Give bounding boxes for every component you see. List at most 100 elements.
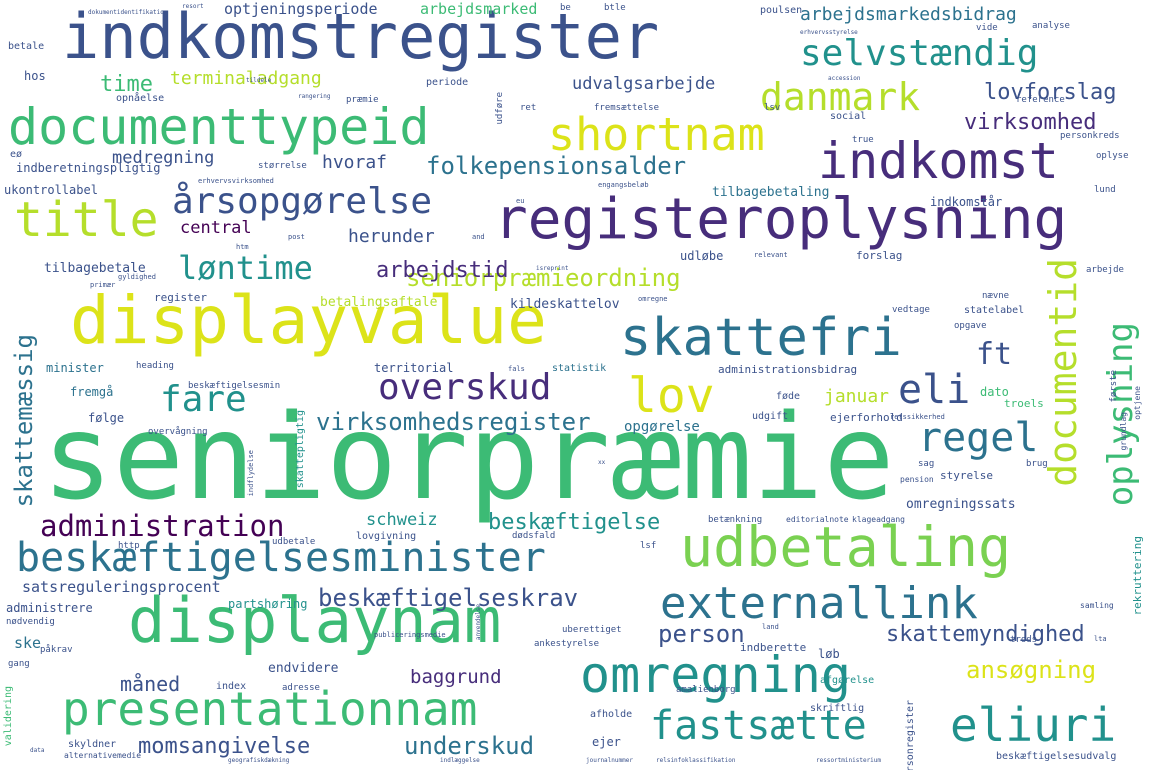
- word-xx: xx: [598, 459, 606, 466]
- word-retssikkerhed: retssikkerhed: [890, 413, 945, 421]
- word-danmark: danmark: [760, 75, 921, 119]
- word-gang: gang: [8, 659, 30, 669]
- word-udlobe: udløbe: [680, 249, 724, 263]
- word-praemie: præmie: [346, 95, 379, 105]
- word-optjene: optjene: [1133, 386, 1142, 420]
- word-betalingsaftale: betalingsaftale: [320, 295, 438, 310]
- word-ske: ske: [14, 634, 42, 652]
- word-betale: betale: [8, 41, 45, 52]
- word-underskud: underskud: [404, 732, 535, 760]
- word-klageadgang: klageadgang: [852, 515, 905, 524]
- word-personregister: personregister: [905, 700, 916, 770]
- word-ressortministerium: ressortministerium: [816, 757, 882, 764]
- word-kildeskattelov: kildeskattelov: [510, 297, 620, 312]
- word-administrationsbidrag: administrationsbidrag: [718, 363, 858, 376]
- word-udvalgsarbejde: udvalgsarbejde: [572, 74, 716, 94]
- word-true: true: [852, 135, 874, 145]
- word-person: person: [658, 620, 745, 648]
- word-rangering: rangering: [298, 93, 331, 100]
- word-social: social: [830, 111, 867, 122]
- word-udgift: udgift: [752, 411, 789, 422]
- word-administration: administration: [40, 509, 285, 543]
- word-personkreds: personkreds: [1060, 131, 1120, 141]
- word-htm: htm: [236, 243, 249, 251]
- word-be: be: [560, 3, 571, 13]
- word-overskud: overskud: [378, 367, 552, 408]
- word-regel: regel: [918, 415, 1039, 461]
- word-momsangivelse: momsangivelse: [138, 734, 311, 759]
- word-styrelse: styrelse: [940, 469, 993, 482]
- word-btle: btle: [604, 3, 626, 13]
- word-ejerforhold: ejerforhold: [830, 411, 903, 424]
- word-ejer: ejer: [592, 735, 621, 749]
- word-ansogning: ansøgning: [966, 656, 1097, 684]
- word-beskaeftigelse: beskæftigelse: [488, 510, 661, 535]
- word-omregningssats: omregningssats: [906, 497, 1016, 512]
- word-beskaeftigelsesminister: beskæftigelsesminister: [16, 535, 546, 581]
- word-accession: accession: [828, 75, 861, 82]
- word-geografiskdaekning: geografiskdækning: [228, 757, 290, 764]
- word-omregning: omregning: [580, 646, 851, 704]
- word-eli: eli: [898, 367, 971, 413]
- word-arsopgorelse: årsopgørelse: [172, 181, 433, 222]
- word-selvstaendig: selvstændig: [800, 33, 1039, 74]
- word-editorialnote: editorialnote: [786, 515, 849, 524]
- word-forste: første: [1109, 370, 1119, 403]
- word-omregne: omregne: [638, 295, 668, 303]
- word-indberette: indberette: [740, 641, 807, 654]
- word-maned: måned: [120, 672, 181, 696]
- word-oplyse: oplyse: [1096, 151, 1129, 161]
- word-opgave: opgave: [954, 321, 987, 331]
- word-presentationnam: presentationnam: [62, 682, 478, 736]
- word-lob: løb: [818, 647, 840, 661]
- word-vedtage: vedtage: [892, 305, 930, 315]
- word-betaenkning: betænkning: [708, 515, 763, 525]
- word-land: land: [762, 623, 779, 631]
- word-fremga: fremgå: [70, 385, 114, 399]
- word-indlaeggelse: indlæggelse: [440, 757, 480, 764]
- word-indkomstar: indkomstår: [930, 195, 1003, 209]
- word-erhvervsstyrelse: erhvervsstyrelse: [800, 29, 858, 36]
- word-satsreguleringsprocent: satsreguleringsprocent: [22, 578, 221, 596]
- word-troels: troels: [1004, 397, 1044, 410]
- word-vide: vide: [976, 23, 998, 33]
- word-skriftlig: skriftlig: [810, 703, 865, 714]
- word-fremsaettelse: fremsættelse: [594, 103, 660, 113]
- word-indkomst: indkomst: [818, 132, 1059, 190]
- word-lov: lov: [628, 368, 715, 424]
- word-fals: fals: [508, 365, 525, 373]
- word-skattepligtig: skattepligtig: [295, 410, 306, 489]
- word-dokumentidentifikation: dokumentidentifikation: [88, 9, 168, 16]
- word-tilbagebetale: tilbagebetale: [44, 261, 146, 276]
- word-beskaeftigelseskrav: beskæftigelseskrav: [318, 584, 579, 612]
- word-indberetningspligtig: indberetningspligtig: [16, 161, 161, 175]
- word-territorial: territorial: [374, 361, 454, 375]
- word-skyldner: skyldner: [68, 739, 117, 750]
- word-schweiz: schweiz: [366, 510, 438, 530]
- word-periode: periode: [426, 77, 469, 88]
- word-eo: eø: [10, 149, 23, 160]
- word-pakrav: påkrav: [40, 645, 73, 655]
- word-afgorelse: afgørelse: [820, 675, 875, 686]
- word-uberettiget: uberettiget: [562, 625, 622, 635]
- word-optjeningsperiode: optjeningsperiode: [224, 0, 378, 18]
- word-http: http: [118, 541, 140, 551]
- word-nodvendig: nødvendig: [6, 617, 55, 627]
- word-publiceringsmedie: publiceringsmedie: [374, 631, 446, 639]
- word-lovforslag: lovforslag: [984, 80, 1117, 105]
- word-indflydelse: indflydelse: [247, 450, 255, 497]
- word-gyldighed: gyldighed: [118, 273, 156, 281]
- word-samling: samling: [1080, 601, 1114, 610]
- word-fode: føde: [776, 391, 801, 402]
- word-beskaeftigelsesmin: beskæftigelsesmin: [188, 381, 281, 391]
- word-externallink: externallink: [660, 578, 978, 629]
- word-tildele: tildele: [246, 77, 272, 84]
- word-eu: eu: [516, 197, 525, 205]
- word-lovgivning: lovgivning: [356, 531, 417, 542]
- word-amalienborg: amalienborg: [676, 685, 736, 695]
- word-documentid: documentid: [1041, 258, 1085, 487]
- word-medregning: medregning: [112, 148, 215, 168]
- word-alternativemedie: alternativemedie: [64, 751, 142, 760]
- word-udfore: udføre: [495, 92, 505, 125]
- word-arbejdsmarked: arbejdsmarked: [420, 0, 538, 18]
